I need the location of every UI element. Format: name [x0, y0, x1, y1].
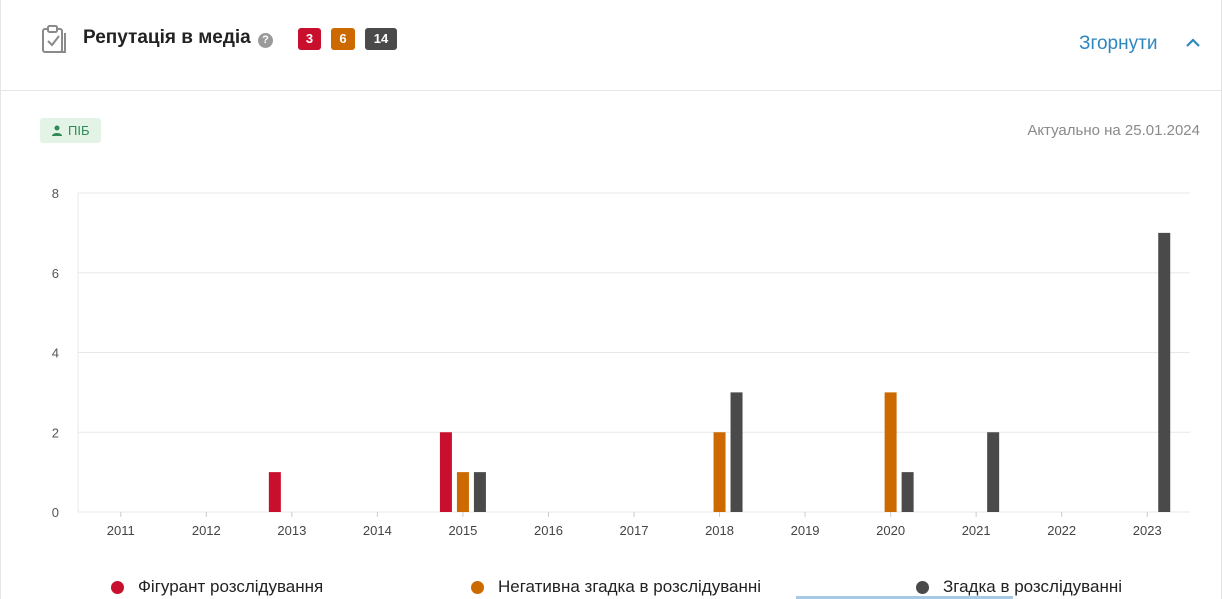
legend-dot-negative — [471, 581, 484, 594]
x-tick-label: 2017 — [620, 523, 649, 538]
x-tick-label: 2016 — [534, 523, 563, 538]
y-tick-label: 2 — [52, 425, 59, 440]
x-tick-label: 2014 — [363, 523, 392, 538]
x-tick-label: 2012 — [192, 523, 221, 538]
x-tick-label: 2023 — [1133, 523, 1162, 538]
bar-2015-1 — [456, 472, 469, 512]
x-tick-label: 2013 — [277, 523, 306, 538]
x-tick-label: 2015 — [448, 523, 477, 538]
badge-mention-count: 14 — [365, 28, 397, 50]
legend-label-figurant: Фігурант розслідування — [138, 577, 324, 596]
y-tick-label: 4 — [52, 346, 59, 361]
badge-negative-count: 6 — [331, 28, 355, 50]
chevron-up-icon[interactable] — [1185, 36, 1201, 48]
person-icon — [52, 125, 62, 136]
badge-figurant-count: 3 — [298, 28, 321, 50]
bar-2020-2 — [901, 472, 914, 512]
x-tick-label: 2019 — [791, 523, 820, 538]
bar-chart: 0 2 4 6 8 2011 2012 2013 2014 2015 2016 2017 2018 201… — [52, 186, 1190, 538]
filter-tag-label: ПІБ — [68, 123, 90, 138]
scroll-indicator[interactable] — [796, 596, 1013, 599]
bar-2023-2 — [1158, 232, 1171, 512]
bar-2015-0 — [439, 432, 452, 512]
bar-2021-2 — [987, 432, 1000, 512]
x-tick-label: 2011 — [107, 523, 135, 538]
clipboard-check-icon — [42, 25, 66, 53]
question-circle-icon[interactable]: ? — [258, 33, 273, 48]
page-title: Репутація в медіа — [83, 27, 251, 48]
legend-dot-mention — [916, 581, 929, 594]
x-tick-label: 2018 — [705, 523, 734, 538]
legend-label-mention: Згадка в розслідуванні — [943, 577, 1122, 596]
filter-tag-pib: ПІБ — [40, 118, 101, 143]
card-header: Репутація в медіа ? 3 6 14 Згорнути — [1, 0, 1221, 91]
legend-label-negative: Негативна згадка в розслідуванні — [498, 577, 762, 596]
x-tick-label: 2020 — [876, 523, 905, 538]
x-tick-label: 2022 — [1047, 523, 1076, 538]
y-tick-label: 8 — [52, 186, 59, 201]
actual-date: Актуально на 25.01.2024 — [1027, 122, 1200, 139]
bar-2020-1 — [884, 392, 897, 512]
bar-2013-0 — [268, 472, 281, 512]
y-tick-label: 6 — [52, 266, 59, 281]
x-tick-label: 2021 — [962, 523, 991, 538]
collapse-button[interactable]: Згорнути — [1079, 33, 1158, 54]
bar-2015-2 — [473, 472, 486, 512]
bar-2018-2 — [730, 392, 743, 512]
legend-dot-figurant — [111, 581, 124, 594]
bar-2018-1 — [713, 432, 726, 512]
y-tick-label: 0 — [52, 505, 59, 520]
